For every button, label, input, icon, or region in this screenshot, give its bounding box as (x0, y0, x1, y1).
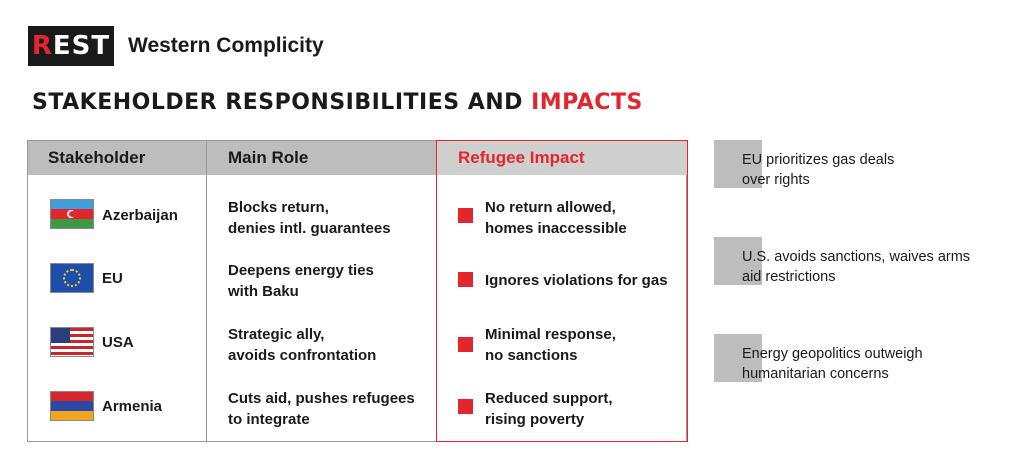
role-line: with Baku (228, 283, 299, 300)
impact-column-frame (436, 140, 688, 442)
rest-logo: REST (28, 26, 114, 66)
role-line: Cuts aid, pushes refugees (228, 390, 415, 407)
refugee-impact: Ignores violations for gas (485, 270, 668, 291)
impact-line: Minimal response, (485, 326, 616, 343)
impact-header-fill (436, 141, 687, 175)
header-refugee-impact: Refugee Impact (458, 148, 585, 167)
section-heading: STAKEHOLDER RESPONSIBILITIES AND IMPACTS (32, 90, 643, 115)
header-main-role: Main Role (228, 148, 309, 167)
role-line: Deepens energy ties (228, 262, 374, 279)
note-item: U.S. avoids sanctions, waives arms aid r… (714, 237, 1004, 287)
refugee-impact: Minimal response, no sanctions (485, 324, 616, 366)
note-line: aid restrictions (742, 269, 836, 285)
note-line: Energy geopolitics outweigh (742, 346, 923, 362)
table-row: Armenia Cuts aid, pushes refugees to int… (28, 381, 686, 445)
main-role: Cuts aid, pushes refugees to integrate (228, 388, 415, 430)
azerbaijan-flag-icon (50, 199, 94, 229)
logo-text: REST (31, 31, 111, 61)
header-stakeholder: Stakeholder (48, 148, 146, 167)
armenia-flag-icon (50, 391, 94, 421)
impact-line: No return allowed, (485, 199, 616, 216)
red-bullet-icon (458, 272, 473, 287)
stakeholder-name: EU (102, 270, 123, 287)
note-item: EU prioritizes gas deals over rights (714, 140, 1004, 190)
note-line: over rights (742, 172, 810, 188)
refugee-impact: Reduced support, rising poverty (485, 388, 613, 430)
main-role: Blocks return, denies intl. guarantees (228, 197, 391, 239)
column-divider (206, 141, 207, 441)
role-line: Strategic ally, (228, 326, 325, 343)
role-line: to integrate (228, 411, 310, 428)
impact-line: rising poverty (485, 411, 585, 428)
note-item: Energy geopolitics outweigh humanitarian… (714, 334, 1004, 384)
table-row: USA Strategic ally, avoids confrontation… (28, 317, 686, 381)
main-role: Deepens energy ties with Baku (228, 260, 374, 302)
eu-flag-icon (50, 263, 94, 293)
stakeholder-name: USA (102, 334, 134, 351)
red-bullet-icon (458, 208, 473, 223)
impact-line: Reduced support, (485, 390, 613, 407)
refugee-impact: No return allowed, homes inaccessible (485, 197, 627, 239)
impact-line: homes inaccessible (485, 220, 627, 237)
note-text: Energy geopolitics outweigh humanitarian… (742, 344, 1002, 384)
brand-title: Western Complicity (128, 34, 324, 57)
role-line: avoids confrontation (228, 347, 377, 364)
red-bullet-icon (458, 337, 473, 352)
red-bullet-icon (458, 399, 473, 414)
stakeholder-name: Azerbaijan (102, 207, 178, 224)
impact-line: Ignores violations for gas (485, 272, 668, 289)
role-line: Blocks return, (228, 199, 329, 216)
stakeholder-name: Armenia (102, 398, 163, 415)
stakeholder-table: Stakeholder Main Role Refugee Impact Aze… (27, 140, 688, 445)
role-line: denies intl. guarantees (228, 220, 391, 237)
note-marker (714, 334, 762, 382)
main-role: Strategic ally, avoids confrontation (228, 324, 376, 366)
impact-line: no sanctions (485, 347, 578, 364)
note-line: humanitarian concerns (742, 366, 889, 382)
note-marker (714, 140, 762, 188)
heading-main: STAKEHOLDER RESPONSIBILITIES AND (32, 90, 532, 115)
heading-accent: IMPACTS (531, 90, 643, 115)
note-line: EU prioritizes gas deals (742, 152, 895, 168)
note-text: EU prioritizes gas deals over rights (742, 150, 1002, 190)
note-text: U.S. avoids sanctions, waives arms aid r… (742, 247, 1002, 287)
note-marker (714, 237, 762, 285)
brand: REST Western Complicity (28, 26, 324, 66)
table-row: Azerbaijan Blocks return, denies intl. g… (28, 189, 686, 253)
table-row: EU Deepens energy ties with Baku Ignores… (28, 253, 686, 317)
note-line: U.S. avoids sanctions, waives arms (742, 249, 971, 265)
usa-flag-icon (50, 327, 94, 357)
